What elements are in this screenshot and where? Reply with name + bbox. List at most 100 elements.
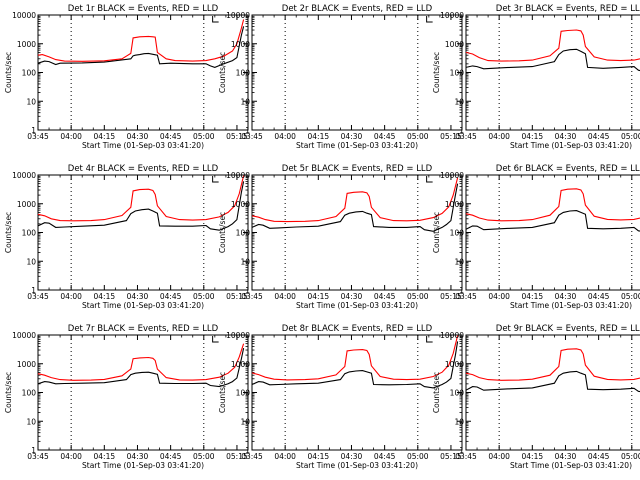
- x-tick-label: 04:30: [341, 132, 363, 141]
- y-axis-label: Counts/sec: [432, 372, 441, 413]
- y-tick-label: 10000: [440, 11, 464, 20]
- x-tick-label: 05:00: [193, 132, 215, 141]
- plot-frame: [465, 334, 640, 451]
- y-tick-label: 10000: [440, 331, 464, 340]
- y-tick-label: 1: [31, 286, 36, 295]
- x-axis-label: Start Time (01-Sep-03 03:41:20): [296, 301, 418, 310]
- y-tick-label: 10: [240, 257, 250, 266]
- x-tick-label: 05:00: [407, 292, 429, 301]
- x-tick-label: 04:00: [60, 292, 82, 301]
- y-axis-label: Counts/sec: [218, 212, 227, 253]
- x-tick-label: 04:30: [127, 292, 149, 301]
- series-events: [251, 183, 459, 232]
- y-tick-label: 1: [459, 446, 464, 455]
- series-lld: [251, 335, 459, 381]
- x-tick-label: 04:45: [374, 292, 396, 301]
- y-tick-label: 100: [22, 389, 37, 398]
- y-tick-label: 10000: [226, 171, 250, 180]
- series-events: [465, 48, 640, 72]
- panel-det-8: Det 8r BLACK = Events, RED = LLD11010010…: [218, 324, 463, 470]
- series-events: [37, 347, 245, 388]
- x-tick-label: 04:30: [555, 292, 577, 301]
- x-tick-label: 04:15: [94, 452, 116, 461]
- x-tick-label: 05:00: [621, 452, 640, 461]
- panel-det-9: Det 9r BLACK = Events, RED = LLD 1 10 100 10…: [432, 324, 640, 470]
- x-tick-label: 05:00: [193, 292, 215, 301]
- y-tick-label: 1000: [231, 200, 250, 209]
- y-axis-label: Counts/sec: [218, 372, 227, 413]
- x-tick-label: 04:45: [374, 452, 396, 461]
- x-tick-label: 05:15: [226, 292, 248, 301]
- y-tick-label: 10000: [226, 11, 250, 20]
- x-tick-label: 03:45: [27, 132, 49, 141]
- x-tick-label: 04:15: [94, 292, 116, 301]
- panel-det-6: Det 6r BLACK = Events, RED = LLD 1 10 100 10…: [432, 164, 640, 310]
- y-axis-label: Counts/sec: [4, 372, 13, 413]
- series-events: [465, 370, 640, 393]
- panel-title: Det 7r BLACK = Events, RED = LLD: [68, 324, 219, 334]
- y-tick-label: 1000: [445, 40, 464, 49]
- y-tick-label: 1: [245, 286, 250, 295]
- y-axis-label: Counts/sec: [4, 212, 13, 253]
- x-axis-label: Start Time (01-Sep-03 03:41:20): [510, 301, 632, 310]
- x-tick-label: 04:15: [522, 292, 544, 301]
- y-tick-label: 10: [26, 257, 36, 266]
- plot-frame: [251, 14, 463, 131]
- panel-det-7: Det 7r BLACK = Events, RED = LLD11010010…: [4, 324, 249, 470]
- x-tick-label: 04:15: [522, 132, 544, 141]
- panel-title: Det 1r BLACK = Events, RED = LLD: [68, 4, 219, 14]
- panel-title: Det 6r BLACK = Events, RED = LLD: [496, 164, 640, 174]
- panel-title: Det 9r BLACK = Events, RED = LLD: [496, 324, 640, 334]
- x-axis-label: Start Time (01-Sep-03 03:41:20): [82, 301, 204, 310]
- x-tick-label: 04:00: [274, 292, 296, 301]
- series-lld: [465, 188, 640, 222]
- y-axis-label: Counts/sec: [4, 52, 13, 93]
- x-tick-label: 05:15: [226, 132, 248, 141]
- x-tick-label: 05:00: [193, 452, 215, 461]
- panel-det-3: Det 3r BLACK = Events, RED = LLD 1 10 100 10…: [432, 4, 640, 150]
- bracket-marker: [426, 176, 433, 183]
- y-axis-label: Counts/sec: [432, 212, 441, 253]
- y-axis-label: Counts/sec: [218, 52, 227, 93]
- x-tick-label: 03:45: [455, 292, 477, 301]
- x-tick-label: 04:45: [588, 292, 610, 301]
- series-lld: [251, 177, 459, 223]
- series-lld: [465, 348, 640, 381]
- y-tick-label: 10: [454, 417, 464, 426]
- panel-title: Det 4r BLACK = Events, RED = LLD: [68, 164, 219, 174]
- plot-frame: [37, 14, 249, 131]
- x-tick-label: 04:45: [588, 132, 610, 141]
- x-tick-label: 04:30: [127, 132, 149, 141]
- y-tick-label: 1000: [445, 200, 464, 209]
- plot-frame: [465, 14, 640, 131]
- x-tick-label: 05:15: [226, 452, 248, 461]
- x-tick-label: 04:45: [160, 452, 182, 461]
- y-tick-label: 1: [459, 126, 464, 135]
- y-tick-label: 1: [31, 126, 36, 135]
- x-tick-label: 05:15: [440, 132, 462, 141]
- y-tick-label: 10000: [226, 331, 250, 340]
- y-tick-label: 1: [459, 286, 464, 295]
- series-lld: [37, 175, 245, 222]
- bracket-marker: [212, 176, 219, 183]
- x-tick-label: 04:15: [522, 452, 544, 461]
- x-tick-label: 04:15: [308, 132, 330, 141]
- x-tick-label: 04:00: [274, 132, 296, 141]
- y-tick-label: 10: [26, 97, 36, 106]
- x-axis-label: Start Time (01-Sep-03 03:41:20): [82, 141, 204, 150]
- x-axis-label: Start Time (01-Sep-03 03:41:20): [296, 461, 418, 470]
- y-tick-label: 10000: [12, 11, 36, 20]
- y-tick-label: 100: [22, 69, 37, 78]
- x-tick-label: 03:45: [241, 132, 263, 141]
- bracket-marker: [212, 336, 219, 343]
- x-tick-label: 04:15: [94, 132, 116, 141]
- y-tick-label: 1000: [17, 40, 36, 49]
- x-tick-label: 03:45: [455, 452, 477, 461]
- x-axis-label: Start Time (01-Sep-03 03:41:20): [510, 461, 632, 470]
- series-events: [465, 210, 640, 232]
- plot-frame: [37, 174, 249, 291]
- x-tick-label: 04:00: [274, 452, 296, 461]
- panel-title: Det 5r BLACK = Events, RED = LLD: [282, 164, 433, 174]
- y-tick-label: 1000: [17, 200, 36, 209]
- x-tick-label: 04:45: [374, 132, 396, 141]
